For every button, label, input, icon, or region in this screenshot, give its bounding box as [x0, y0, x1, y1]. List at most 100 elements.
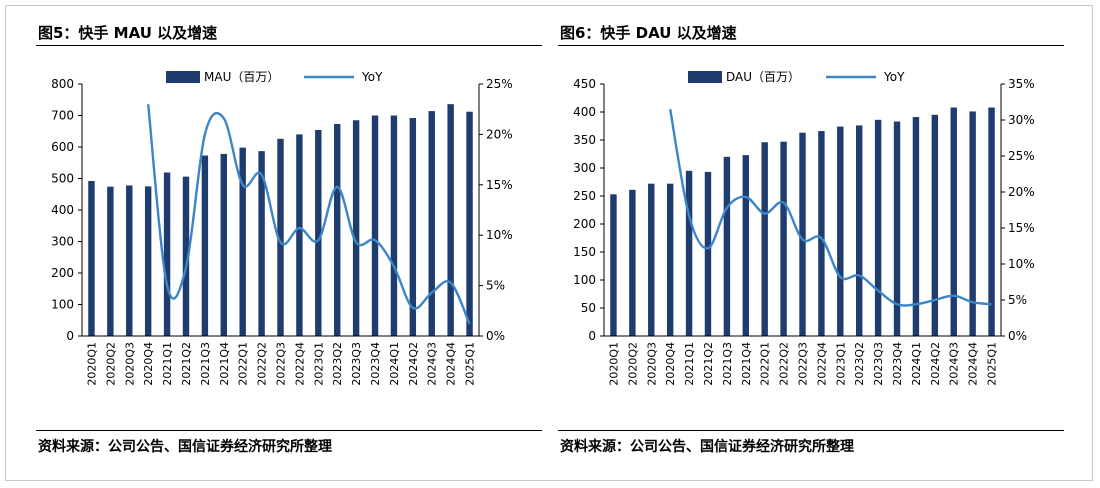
right-axis-tick-label: 20%: [486, 127, 513, 141]
x-axis-tick-label: 2024Q2: [407, 342, 420, 386]
right-axis-tick-label: 10%: [1008, 257, 1035, 271]
right-axis-tick-label: 20%: [1008, 185, 1035, 199]
bar: [780, 141, 787, 336]
right-axis-tick-label: 5%: [486, 279, 505, 293]
bar: [239, 147, 246, 336]
x-axis-tick-label: 2024Q4: [967, 342, 980, 386]
figure-5-chart: 0 100 200 300 400 500 600 700 800 0% 5% 10% 15% 20% 25…: [51, 70, 513, 386]
x-axis-tick-label: 2022Q3: [797, 342, 810, 386]
bar: [685, 170, 693, 336]
bar: [629, 189, 636, 336]
bar: [182, 176, 190, 336]
left-axis-tick-label: 200: [51, 266, 74, 280]
bar: [126, 185, 133, 336]
x-axis-tick-label: 2024Q3: [948, 342, 961, 386]
bar: [409, 118, 417, 336]
x-axis-tick-label: 2021Q3: [721, 342, 734, 386]
right-axis-tick-label: 25%: [486, 77, 513, 91]
left-axis-tick-label: 250: [573, 189, 596, 203]
bar: [610, 194, 617, 336]
figure-6-top-rule: [558, 45, 1064, 46]
figure-6-title: 图6：快手 DAU 以及增速: [560, 24, 737, 42]
yoy-line: [669, 108, 992, 307]
x-axis-tick-label: 2022Q1: [759, 342, 772, 386]
x-axis-tick-label: 2021Q2: [702, 342, 715, 386]
x-axis-tick-label: 2021Q2: [180, 342, 193, 386]
bar: [969, 111, 976, 336]
right-axis-tick-label: 0%: [1008, 329, 1027, 343]
bar: [201, 155, 209, 336]
x-axis-tick-label: 2024Q2: [929, 342, 942, 386]
x-axis-tick-label: 2022Q3: [275, 342, 288, 386]
x-axis-tick-label: 2023Q4: [891, 342, 904, 386]
bar: [704, 171, 712, 336]
left-axis-tick-label: 0: [66, 329, 74, 343]
bar: [428, 111, 435, 336]
left-axis-tick-label: 100: [573, 273, 596, 287]
legend-bar-label: DAU（百万）: [726, 70, 800, 84]
bar: [315, 129, 322, 336]
bar: [818, 131, 825, 336]
bar: [258, 151, 265, 336]
bar: [648, 183, 655, 336]
left-axis-tick-label: 800: [51, 77, 74, 91]
x-axis-tick-label: 2022Q4: [293, 342, 306, 386]
x-axis-tick-label: 2023Q1: [312, 342, 325, 386]
x-axis-tick-label: 2023Q3: [872, 342, 885, 386]
bar: [799, 132, 806, 336]
bar: [88, 181, 95, 336]
x-axis-tick-label: 2020Q4: [142, 342, 155, 386]
legend-bar-swatch: [166, 71, 200, 83]
bar: [893, 121, 901, 336]
legend-bar-label: MAU（百万）: [204, 70, 279, 84]
x-axis-tick-label: 2021Q3: [199, 342, 212, 386]
x-axis-tick-label: 2023Q2: [853, 342, 866, 386]
bar: [107, 186, 114, 336]
x-axis-tick-label: 2023Q1: [834, 342, 847, 386]
bar: [856, 125, 863, 336]
bar: [220, 153, 227, 336]
legend: MAU（百万） YoY: [166, 70, 383, 84]
legend-bar-swatch: [688, 71, 722, 83]
left-axis-tick-label: 600: [51, 140, 74, 154]
left-axis-tick-label: 300: [573, 161, 596, 175]
figure-5-title: 图5：快手 MAU 以及增速: [38, 24, 218, 42]
left-axis-tick-label: 0: [588, 329, 596, 343]
x-axis-tick-label: 2021Q4: [218, 342, 231, 386]
right-axis-tick-label: 25%: [1008, 149, 1035, 163]
x-axis-tick-label: 2020Q1: [607, 342, 620, 386]
bar: [144, 186, 152, 336]
bar: [334, 124, 341, 336]
x-axis-tick-label: 2021Q1: [161, 342, 174, 386]
bar: [666, 183, 674, 336]
bar: [988, 107, 995, 336]
x-axis-tick-label: 2023Q3: [350, 342, 363, 386]
left-axis-tick-label: 50: [581, 301, 596, 315]
x-axis-tick-label: 2023Q4: [369, 342, 382, 386]
figure-5-bottom-rule: [36, 430, 542, 431]
figure-6-bottom-rule: [558, 430, 1064, 431]
right-axis-tick-label: 30%: [1008, 113, 1035, 127]
left-axis-tick-label: 350: [573, 133, 596, 147]
x-axis-tick-label: 2025Q1: [464, 342, 477, 386]
legend: DAU（百万） YoY: [688, 70, 905, 84]
legend-line-label: YoY: [361, 70, 383, 84]
right-axis-tick-label: 5%: [1008, 293, 1027, 307]
bar: [352, 120, 360, 336]
x-axis-tick-label: 2024Q4: [445, 342, 458, 386]
figure-6-chart: 0 50 100 150 200 250 300 350 400 450 0% 5% 10% 15% 20%…: [573, 70, 1035, 386]
bar: [912, 117, 920, 336]
figure-5-top-rule: [36, 45, 542, 46]
x-axis-tick-label: 2025Q1: [986, 342, 999, 386]
bar: [931, 114, 939, 336]
left-axis-tick-label: 200: [573, 217, 596, 231]
bar: [723, 156, 731, 336]
bar: [837, 126, 844, 336]
x-axis-tick-label: 2022Q4: [815, 342, 828, 386]
x-axis-tick-label: 2020Q4: [664, 342, 677, 386]
figure-6-source: 资料来源：公司公告、国信证券经济研究所整理: [560, 439, 854, 455]
left-axis-tick-label: 400: [573, 105, 596, 119]
x-axis-tick-label: 2020Q3: [645, 342, 658, 386]
bar: [163, 172, 171, 336]
right-axis-tick-label: 35%: [1008, 77, 1035, 91]
